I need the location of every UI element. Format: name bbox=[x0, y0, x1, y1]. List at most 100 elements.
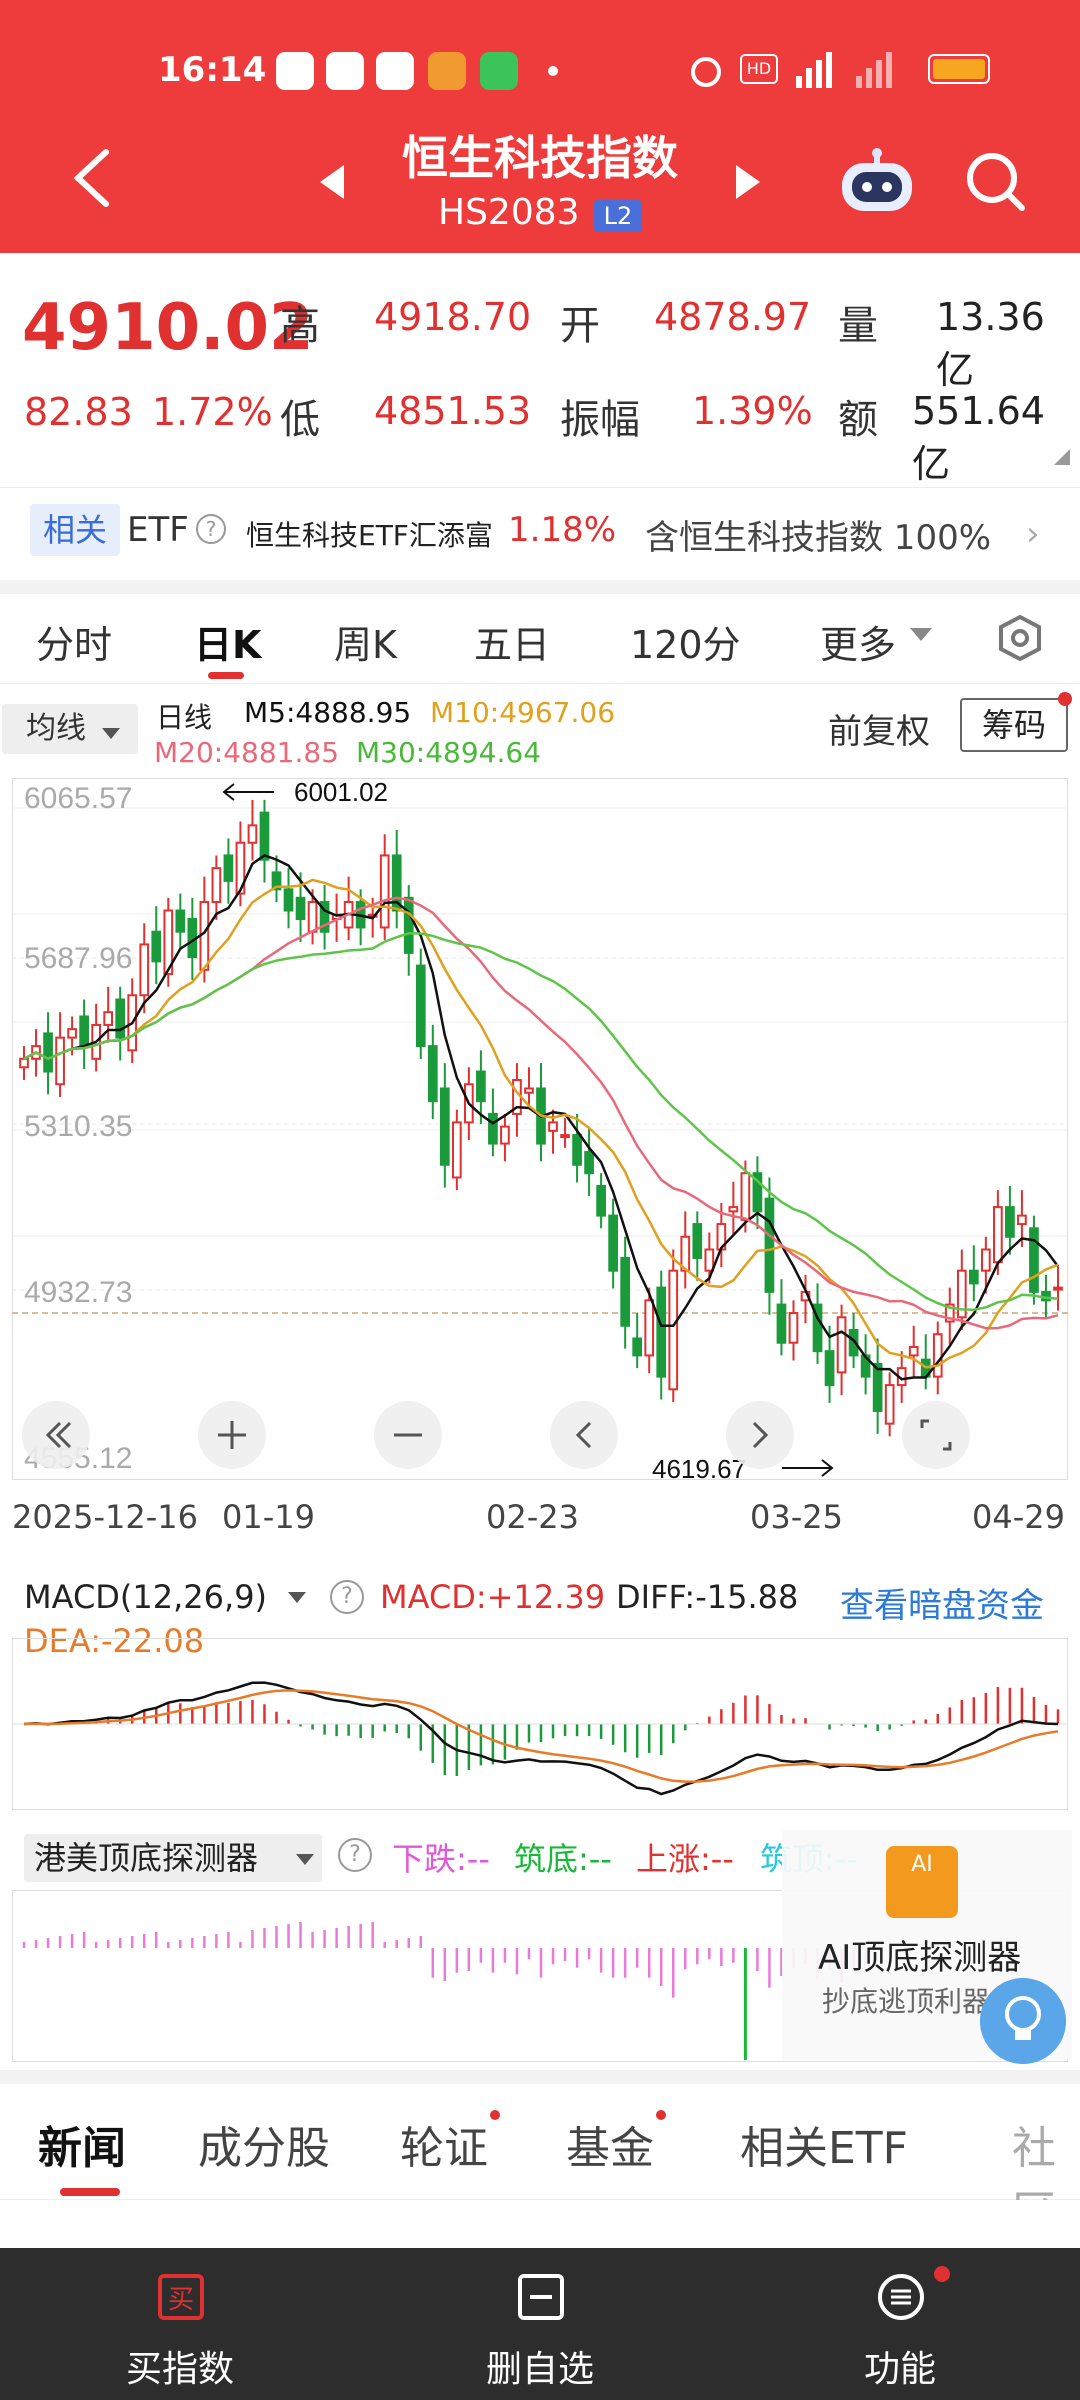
candle bbox=[379, 854, 390, 929]
macd-help-icon[interactable]: ? bbox=[330, 1580, 364, 1614]
candle bbox=[439, 1087, 450, 1166]
ma5-value: M5:4888.95 bbox=[244, 696, 412, 729]
candle bbox=[271, 871, 282, 891]
chevron-right-icon[interactable]: › bbox=[1026, 514, 1040, 554]
pan-right-button[interactable] bbox=[726, 1401, 794, 1469]
lightbulb-icon[interactable] bbox=[980, 1978, 1066, 2064]
tab-120min[interactable]: 120分 bbox=[630, 623, 741, 667]
candle bbox=[19, 1057, 29, 1069]
alarm-icon bbox=[691, 57, 721, 87]
detector-help-icon[interactable]: ? bbox=[338, 1838, 372, 1872]
candle bbox=[1029, 1227, 1039, 1293]
candle bbox=[848, 1329, 859, 1357]
macd-select-button[interactable]: MACD(12,26,9) bbox=[24, 1578, 268, 1616]
candle bbox=[67, 1028, 77, 1039]
tab-funds[interactable]: 基金 bbox=[566, 2123, 654, 2174]
app-icon-5 bbox=[480, 52, 518, 90]
battery-icon bbox=[928, 54, 990, 84]
app-icon-3 bbox=[376, 52, 414, 90]
high-marker-label: 6001.02 bbox=[294, 778, 388, 807]
amount-label: 额 bbox=[838, 397, 878, 443]
ma-legend: 均线 日线 M5:4888.95 M10:4967.06 M20:4881.85… bbox=[0, 686, 1080, 776]
buy-index-label: 买指数 bbox=[125, 2349, 234, 2390]
candle bbox=[692, 1223, 703, 1259]
prev-index-icon[interactable] bbox=[320, 165, 344, 199]
tab-related-etf[interactable]: 相关ETF bbox=[740, 2123, 908, 2174]
chevron-down-icon[interactable] bbox=[102, 728, 120, 739]
etf-change: 1.18% bbox=[508, 510, 617, 550]
candle bbox=[584, 1151, 594, 1175]
pan-left-button[interactable] bbox=[550, 1401, 618, 1469]
etf-name[interactable]: 恒生科技ETF汇添富 bbox=[246, 519, 493, 552]
ai-detector-panel[interactable]: AI AI顶底探测器 抄底逃顶利器 bbox=[782, 1830, 1072, 2060]
expand-quote-icon[interactable] bbox=[1054, 449, 1070, 465]
related-etf-row[interactable]: 相关 ETF ? 恒生科技ETF汇添富 1.18% 含恒生科技指数 100% › bbox=[0, 487, 1080, 579]
app-icon-1 bbox=[276, 52, 314, 90]
candle bbox=[1017, 1214, 1027, 1226]
ma-line-m10 bbox=[23, 878, 1059, 1369]
functions-button[interactable]: 功能 bbox=[770, 2248, 1030, 2400]
dark-pool-link[interactable]: 查看暗盘资金 bbox=[840, 1586, 1044, 1626]
tab-constituents[interactable]: 成分股 bbox=[198, 2123, 330, 2174]
detector-bottom: 筑底:-- bbox=[514, 1840, 612, 1878]
back-icon[interactable] bbox=[70, 148, 114, 208]
date-label: 2025-12-16 bbox=[12, 1498, 198, 1536]
chevron-down-icon[interactable] bbox=[296, 1854, 314, 1865]
ma20-value: M20:4881.85 bbox=[154, 736, 340, 769]
y-axis-label: 5310.35 bbox=[24, 1110, 132, 1143]
tab-five-day[interactable]: 五日 bbox=[474, 623, 551, 667]
candle bbox=[596, 1184, 606, 1217]
candle bbox=[944, 1303, 955, 1323]
chart-tabs: 分时 日K 周K 五日 120分 更多 bbox=[0, 594, 1080, 684]
tab-community[interactable]: 社区 bbox=[1012, 2123, 1056, 2200]
amplitude-value: 1.39% bbox=[692, 389, 813, 433]
fullscreen-button[interactable] bbox=[902, 1401, 970, 1469]
ai-detector-subtitle: 抄底逃顶利器 bbox=[822, 1985, 991, 2018]
tab-intraday[interactable]: 分时 bbox=[36, 623, 113, 667]
svg-text:买: 买 bbox=[168, 2285, 194, 2315]
amplitude-label: 振幅 bbox=[560, 397, 640, 443]
tab-warrants[interactable]: 轮证 bbox=[400, 2123, 488, 2174]
chevron-down-icon[interactable] bbox=[288, 1592, 306, 1603]
robot-assistant-icon[interactable] bbox=[838, 145, 916, 215]
bottom-action-bar: 买 买指数 删自选 功能 bbox=[0, 2248, 1080, 2400]
etf-label: ETF bbox=[127, 510, 189, 550]
remove-watch-button[interactable]: 删自选 bbox=[410, 2248, 670, 2400]
candle bbox=[488, 1112, 498, 1145]
divider bbox=[0, 2070, 1080, 2084]
detector-select-button[interactable]: 港美顶底探测器 bbox=[24, 1834, 322, 1882]
notification-dot bbox=[490, 2110, 500, 2120]
status-bar: 16:14 HD bbox=[0, 40, 1080, 100]
candle bbox=[824, 1350, 835, 1387]
candle bbox=[103, 1011, 114, 1026]
candle bbox=[319, 901, 330, 933]
chart-settings-icon[interactable] bbox=[996, 614, 1044, 662]
buy-index-button[interactable]: 买 买指数 bbox=[50, 2248, 310, 2400]
adjust-mode[interactable]: 前复权 bbox=[828, 712, 930, 752]
chip-button[interactable]: 筹码 bbox=[960, 698, 1068, 752]
next-index-icon[interactable] bbox=[736, 165, 760, 199]
candle bbox=[956, 1269, 967, 1319]
date-label: 02-23 bbox=[486, 1498, 579, 1536]
tab-daily-k[interactable]: 日K bbox=[194, 623, 262, 667]
candle bbox=[728, 1206, 739, 1213]
etf-help-icon[interactable]: ? bbox=[196, 514, 226, 544]
candle bbox=[247, 824, 258, 844]
tab-more[interactable]: 更多 bbox=[820, 623, 897, 667]
chevron-down-icon[interactable] bbox=[910, 628, 932, 641]
tab-weekly-k[interactable]: 周K bbox=[334, 623, 397, 667]
candle bbox=[55, 1036, 65, 1086]
ai-icon-text: AI bbox=[911, 1852, 933, 1877]
detector-header: 港美顶底探测器 ? 下跌:-- 筑底:-- 上涨:-- 筑顶:-- bbox=[0, 1820, 1080, 1890]
search-icon[interactable] bbox=[962, 148, 1028, 214]
tab-community-clip: 社区 bbox=[1010, 2084, 1080, 2200]
signal-icon bbox=[796, 52, 892, 88]
low-label: 低 bbox=[280, 397, 320, 443]
tab-news[interactable]: 新闻 bbox=[38, 2123, 126, 2174]
candle bbox=[752, 1172, 763, 1213]
ma10-value: M10:4967.06 bbox=[430, 696, 616, 729]
candle bbox=[451, 1121, 462, 1179]
date-label: 01-19 bbox=[222, 1498, 315, 1536]
candle bbox=[79, 1015, 89, 1048]
